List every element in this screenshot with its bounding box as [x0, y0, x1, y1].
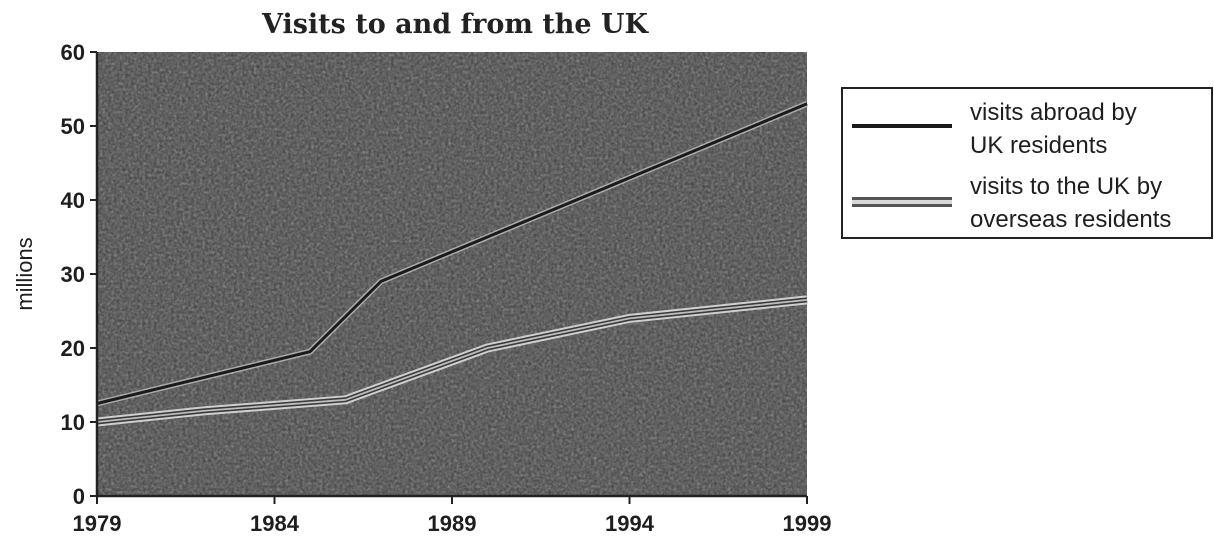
series-line	[96, 102, 808, 405]
y-tick-label: 60	[61, 40, 85, 65]
legend-label-abroad-line2: UK residents	[970, 132, 1107, 159]
y-tick-label: 0	[73, 484, 85, 509]
x-tick-label: 1979	[73, 511, 122, 536]
x-tick-label: 1984	[250, 511, 300, 536]
series-line-inner	[96, 299, 808, 423]
legend-label-overseas-line2: overseas residents	[970, 206, 1171, 233]
x-tick-label: 1989	[428, 511, 477, 536]
legend-label-abroad-line1: visits abroad by	[970, 99, 1137, 126]
y-tick-label: 50	[61, 114, 85, 139]
plot-area	[97, 52, 807, 496]
legend-label-overseas-line1: visits to the UK by	[970, 173, 1162, 200]
y-tick-label: 20	[61, 336, 85, 361]
x-ticks: 1979 1984 1989 1994 1999	[73, 496, 832, 536]
chart-title: Visits to and from the UK	[261, 9, 650, 40]
series-layer	[96, 101, 809, 427]
plot-texture	[97, 52, 807, 496]
legend-box	[841, 87, 1213, 239]
y-tick-label: 30	[61, 262, 85, 287]
series-0	[96, 101, 809, 407]
x-tick-label: 1999	[783, 511, 832, 536]
y-axis-label: millions	[12, 237, 37, 310]
x-tick-label: 1994	[605, 511, 655, 536]
y-tick-label: 40	[61, 188, 85, 213]
y-tick-label: 10	[61, 410, 85, 435]
series-1	[96, 295, 808, 427]
y-ticks: 0 10 20 30 40 50 60	[61, 40, 97, 509]
legend: visits abroad by UK residents visits to …	[841, 87, 1213, 239]
